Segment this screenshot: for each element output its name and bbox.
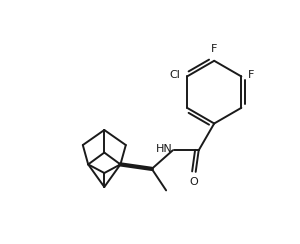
Text: O: O — [190, 177, 199, 187]
Text: F: F — [248, 70, 254, 80]
Text: HN: HN — [156, 144, 172, 154]
Text: F: F — [211, 44, 217, 54]
Text: Cl: Cl — [169, 70, 181, 80]
